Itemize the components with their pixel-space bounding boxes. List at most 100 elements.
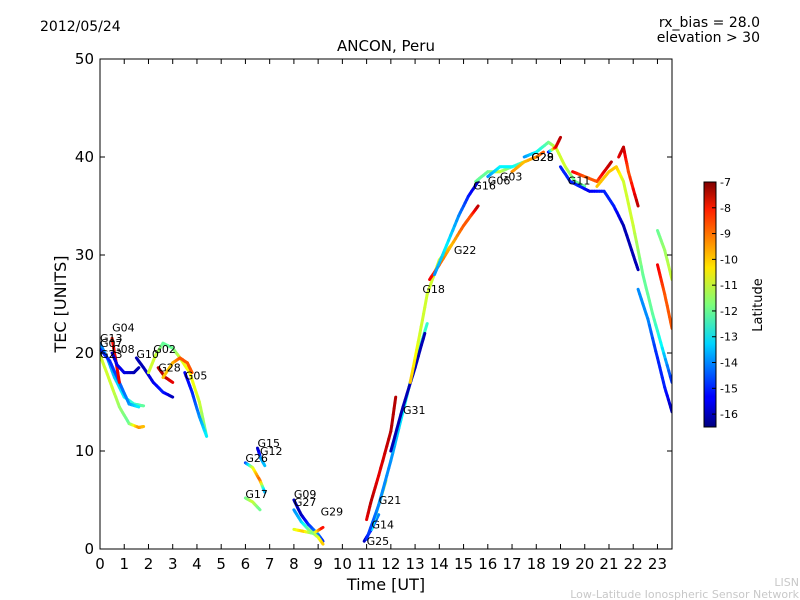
satellite-label: G18 (422, 283, 445, 296)
series-g16 (433, 180, 480, 277)
colorbar-tick-label: -10 (720, 253, 738, 266)
satellite-label: G16 (473, 179, 496, 192)
series-point (475, 180, 480, 186)
satellite-label: G17 (245, 488, 268, 501)
y-tick-label: 10 (75, 442, 94, 460)
x-axis: 0 1 2 3 4 5 6 7 8 9 10 11 12 13 14 15 16 17 18 19 20 21 22 23 (95, 59, 667, 573)
series-g11 (559, 165, 640, 272)
series-point (540, 150, 545, 155)
chart-title: ANCON, Peru (337, 37, 435, 55)
y-axis-label: TEC [UNITS] (51, 256, 70, 354)
satellite-label: G03 (500, 171, 523, 184)
series-point (421, 331, 427, 341)
series-point (257, 507, 262, 512)
satellite-label: G22 (454, 244, 477, 257)
footer-lisn: LISN (774, 576, 799, 589)
y-tick-label: 0 (84, 540, 94, 558)
y-tick-label: 40 (75, 148, 94, 166)
series-g12 (258, 455, 267, 468)
series-g28b (546, 135, 562, 154)
satellite-label: G09 (294, 488, 317, 501)
satellite-label: G05 (185, 370, 208, 383)
x-axis-label: Time [UT] (346, 575, 425, 594)
satellite-label: G11 (568, 174, 591, 187)
series-g09 (292, 498, 325, 543)
series-g31c (595, 165, 672, 384)
colorbar-tick-label: -15 (720, 382, 738, 395)
series-g23 (100, 353, 146, 429)
x-tick-label: 13 (406, 555, 425, 573)
series-g08 (110, 351, 141, 375)
x-tick-label: 3 (168, 555, 178, 573)
satellite-label: G27 (294, 496, 317, 509)
y-axis: 0 10 20 30 40 50 (75, 50, 672, 558)
x-tick-label: 16 (478, 555, 497, 573)
satellite-label: G29 (531, 151, 554, 164)
footer-network: Low-Latitude Ionospheric Sensor Network (570, 588, 799, 600)
series-g19 (636, 287, 672, 414)
series-point (203, 431, 209, 438)
y-tick-label: 30 (75, 246, 94, 264)
satellite-label: G14 (372, 518, 395, 531)
series-point (135, 404, 141, 409)
colorbar-tick-label: -16 (720, 408, 738, 421)
series-g30 (617, 145, 640, 208)
date-label: 2012/05/24 (40, 19, 121, 35)
satellite-label: G28 (531, 151, 554, 164)
series-point (320, 538, 325, 543)
x-tick-label: 17 (502, 555, 521, 573)
satellite-label: G21 (379, 494, 402, 507)
series-g05 (161, 356, 194, 379)
x-tick-label: 18 (527, 555, 546, 573)
series-point (376, 513, 381, 519)
series-g20 (656, 229, 672, 281)
series-g21 (365, 395, 398, 522)
series-g11b (571, 160, 613, 183)
series-point (635, 265, 640, 272)
satellite-label: G12 (260, 445, 283, 458)
colorbar-tick-label: -9 (720, 228, 731, 241)
x-tick-label: 20 (575, 555, 594, 573)
x-tick-label: 0 (95, 555, 105, 573)
series-g15 (256, 446, 262, 458)
series-point (136, 366, 141, 370)
series-point (319, 525, 325, 530)
colorbar (703, 181, 717, 428)
x-tick-label: 11 (357, 555, 376, 573)
satellite-label: G15 (258, 437, 281, 450)
series-point (635, 198, 640, 208)
x-tick-label: 21 (599, 555, 618, 573)
series-g29 (292, 525, 325, 535)
x-tick-label: 19 (551, 555, 570, 573)
x-tick-label: 10 (333, 555, 352, 573)
satellite-label: G08 (112, 343, 135, 356)
series-g26c (510, 150, 545, 174)
satellite-label: G26 (245, 452, 268, 465)
x-tick-label: 6 (241, 555, 251, 573)
satellite-label: G07 (100, 337, 123, 350)
x-tick-label: 8 (289, 555, 299, 573)
colorbar-tick-label: -13 (720, 331, 738, 344)
colorbar-label: Latitude (751, 278, 766, 332)
satellite-label: G23 (100, 348, 123, 361)
satellite-label: G28 (158, 362, 181, 375)
satellite-label: G13 (100, 332, 123, 345)
satellite-label: G04 (112, 321, 135, 334)
x-tick-label: 4 (192, 555, 202, 573)
plot-area (100, 59, 672, 549)
plot-frame (99, 58, 673, 550)
series-g26b (183, 371, 209, 438)
x-tick-label: 22 (624, 555, 643, 573)
series-point (558, 135, 562, 141)
series-point (475, 204, 480, 210)
satellite-label: G29 (321, 506, 344, 519)
series-g10 (134, 356, 175, 399)
colorbar-tick-label: -7 (720, 176, 731, 189)
series-point (169, 394, 175, 399)
series-point (320, 541, 325, 546)
x-tick-label: 12 (381, 555, 400, 573)
satellite-label: G10 (136, 348, 159, 361)
rx-bias-label: rx_bias = 28.0 (659, 15, 760, 31)
